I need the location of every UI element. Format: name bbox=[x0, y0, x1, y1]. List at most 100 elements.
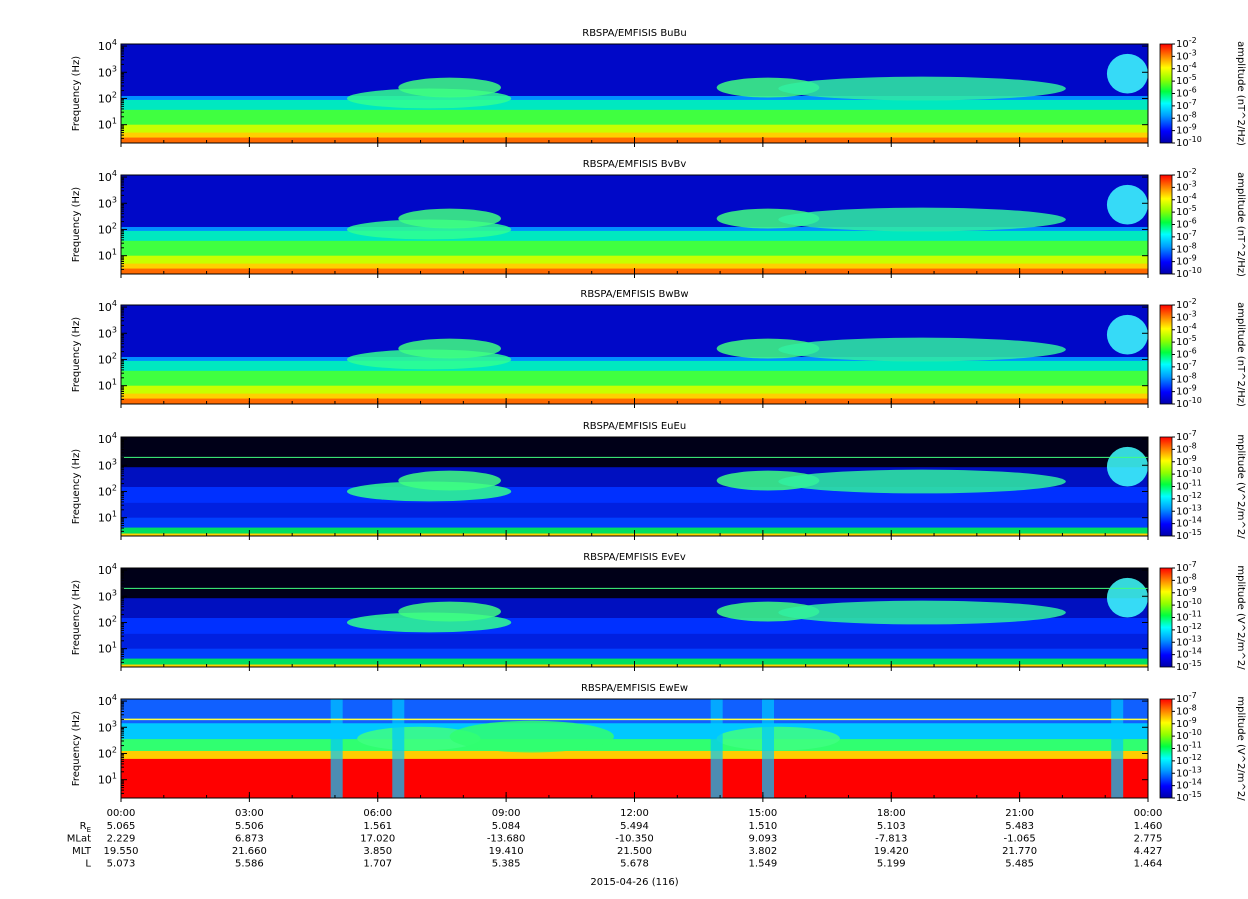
ephemeris-value: 9.093 bbox=[749, 834, 778, 845]
colorbar-tick-label: 10-15 bbox=[1176, 528, 1202, 542]
colorbar-tick-label: 10-3 bbox=[1176, 48, 1197, 62]
colorbar-tick-label: 10-13 bbox=[1176, 503, 1202, 517]
spectrogram-panel: RBSPA/EMFISIS EvEv Frequency (Hz) 101 102 10… bbox=[71, 552, 1246, 673]
x-tick-label: 15:00 bbox=[748, 808, 777, 819]
y-tick-label: 101 bbox=[98, 641, 117, 656]
ephemeris-value: 3.850 bbox=[363, 846, 392, 857]
panel-title: RBSPA/EMFISIS EvEv bbox=[583, 552, 686, 563]
colorbar-tick-label: 10-12 bbox=[1176, 491, 1202, 505]
ephemeris-value: 21.660 bbox=[232, 846, 267, 857]
y-tick-label: 104 bbox=[98, 693, 117, 708]
colorbar-tick-label: 10-5 bbox=[1176, 204, 1197, 218]
spectrogram-image bbox=[121, 568, 1148, 668]
ephemeris-value: 1.561 bbox=[363, 821, 392, 832]
colorbar-tick-label: 10-12 bbox=[1176, 622, 1202, 636]
ephemeris-value: 5.483 bbox=[1005, 821, 1034, 832]
ephemeris-value: 5.199 bbox=[877, 859, 906, 870]
colorbar-tick-label: 10-9 bbox=[1176, 123, 1197, 137]
colorbar-tick-label: 10-11 bbox=[1176, 610, 1202, 624]
x-tick-label: 18:00 bbox=[877, 808, 906, 819]
colorbar-tick-label: 10-9 bbox=[1176, 254, 1197, 268]
ephemeris-value: 17.020 bbox=[360, 834, 395, 845]
spectrogram-panel: RBSPA/EMFISIS BwBw Frequency (Hz) 101 102 10… bbox=[71, 289, 1246, 410]
ephemeris-value: 5.084 bbox=[492, 821, 521, 832]
ephemeris-value: 5.678 bbox=[620, 859, 649, 870]
colorbar: 10-710-810-910-1010-1110-1210-1310-1410-… bbox=[1159, 560, 1246, 673]
ephemeris-table: RE 5.065 5.506 1.561 5.084 5.494 1.510 5.103 5.4… bbox=[67, 821, 1163, 870]
colorbar: 10-710-810-910-1010-1110-1210-1310-1410-… bbox=[1159, 429, 1246, 542]
ephemeris-value: 19.550 bbox=[104, 846, 139, 857]
colorbar-tick-label: 10-2 bbox=[1176, 36, 1197, 50]
y-tick-label: 101 bbox=[98, 510, 117, 525]
y-tick-label: 102 bbox=[98, 483, 117, 498]
y-tick-label: 103 bbox=[98, 64, 117, 79]
panel-title: RBSPA/EMFISIS EwEw bbox=[581, 683, 688, 694]
ephemeris-value: 2.229 bbox=[107, 834, 136, 845]
colorbar-tick-label: 10-2 bbox=[1176, 167, 1197, 181]
ephemeris-value: 3.802 bbox=[749, 846, 778, 857]
y-tick-label: 101 bbox=[98, 772, 117, 787]
colorbar-tick-label: 10-6 bbox=[1176, 217, 1197, 231]
colorbar-label: amplitude (nT^2/Hz) bbox=[1235, 302, 1246, 407]
panel-title: RBSPA/EMFISIS EuEu bbox=[583, 421, 686, 432]
ephemeris-row-label: MLat bbox=[67, 834, 91, 845]
colorbar-tick-label: 10-7 bbox=[1176, 691, 1197, 705]
y-axis-label: Frequency (Hz) bbox=[71, 317, 82, 393]
colorbar-tick-label: 10-4 bbox=[1176, 61, 1197, 75]
colorbar-tick-label: 10-3 bbox=[1176, 309, 1197, 323]
colorbar: 10-210-310-410-510-610-710-810-910-10 amp… bbox=[1159, 167, 1246, 280]
ephemeris-value: 5.385 bbox=[492, 859, 521, 870]
colorbar-tick-label: 10-8 bbox=[1176, 572, 1197, 586]
colorbar-tick-label: 10-4 bbox=[1176, 192, 1197, 206]
ephemeris-value: 5.586 bbox=[235, 859, 264, 870]
colorbar-tick-label: 10-10 bbox=[1176, 597, 1202, 611]
colorbar-label: amplitude (nT^2/Hz) bbox=[1235, 41, 1246, 146]
colorbar-label: amplitude (nT^2/Hz) bbox=[1235, 172, 1246, 277]
y-axis-label: Frequency (Hz) bbox=[71, 187, 82, 263]
colorbar: 10-710-810-910-1010-1110-1210-1310-1410-… bbox=[1159, 691, 1246, 804]
x-tick-label: 06:00 bbox=[363, 808, 392, 819]
y-tick-label: 102 bbox=[98, 221, 117, 236]
colorbar-tick-label: 10-10 bbox=[1176, 266, 1202, 280]
ephemeris-value: 1.464 bbox=[1134, 859, 1163, 870]
spectrogram-image bbox=[121, 305, 1148, 405]
y-tick-label: 101 bbox=[98, 117, 117, 132]
colorbar-tick-label: 10-2 bbox=[1176, 297, 1197, 311]
y-tick-label: 104 bbox=[98, 299, 117, 314]
ephemeris-value: 5.494 bbox=[620, 821, 649, 832]
ephemeris-value: 21.770 bbox=[1002, 846, 1037, 857]
colorbar-tick-label: 10-4 bbox=[1176, 322, 1197, 336]
colorbar-tick-label: 10-15 bbox=[1176, 659, 1202, 673]
colorbar-tick-label: 10-10 bbox=[1176, 728, 1202, 742]
ephemeris-value: 1.460 bbox=[1134, 821, 1163, 832]
colorbar-tick-label: 10-12 bbox=[1176, 753, 1202, 767]
panel-title: RBSPA/EMFISIS BuBu bbox=[582, 28, 686, 39]
spectrogram-panel: RBSPA/EMFISIS EuEu Frequency (Hz) 101 102 10… bbox=[71, 421, 1246, 542]
spectrogram-image bbox=[121, 437, 1148, 537]
spectrogram-image bbox=[121, 44, 1148, 144]
colorbar-tick-label: 10-10 bbox=[1176, 396, 1202, 410]
y-tick-label: 103 bbox=[98, 457, 117, 472]
colorbar-tick-label: 10-9 bbox=[1176, 585, 1197, 599]
ephemeris-value: 1.707 bbox=[363, 859, 392, 870]
colorbar-tick-label: 10-14 bbox=[1176, 647, 1202, 661]
y-tick-label: 104 bbox=[98, 562, 117, 577]
colorbar-tick-label: 10-7 bbox=[1176, 359, 1197, 373]
colorbar-tick-label: 10-15 bbox=[1176, 790, 1202, 804]
y-tick-label: 102 bbox=[98, 90, 117, 105]
y-tick-label: 102 bbox=[98, 745, 117, 760]
x-tick-label: 00:00 bbox=[1134, 808, 1163, 819]
ephemeris-row-label: RE bbox=[80, 821, 91, 834]
colorbar-tick-label: 10-9 bbox=[1176, 716, 1197, 730]
y-tick-label: 101 bbox=[98, 378, 117, 393]
panel-title: RBSPA/EMFISIS BvBv bbox=[583, 159, 687, 170]
colorbar-tick-label: 10-10 bbox=[1176, 466, 1202, 480]
y-tick-label: 103 bbox=[98, 588, 117, 603]
colorbar-tick-label: 10-9 bbox=[1176, 454, 1197, 468]
ephemeris-value: 2.775 bbox=[1134, 834, 1163, 845]
colorbar-tick-label: 10-7 bbox=[1176, 229, 1197, 243]
y-tick-label: 104 bbox=[98, 38, 117, 53]
y-axis-label: Frequency (Hz) bbox=[71, 711, 82, 787]
colorbar-tick-label: 10-6 bbox=[1176, 86, 1197, 100]
x-tick-label: 00:00 bbox=[107, 808, 136, 819]
